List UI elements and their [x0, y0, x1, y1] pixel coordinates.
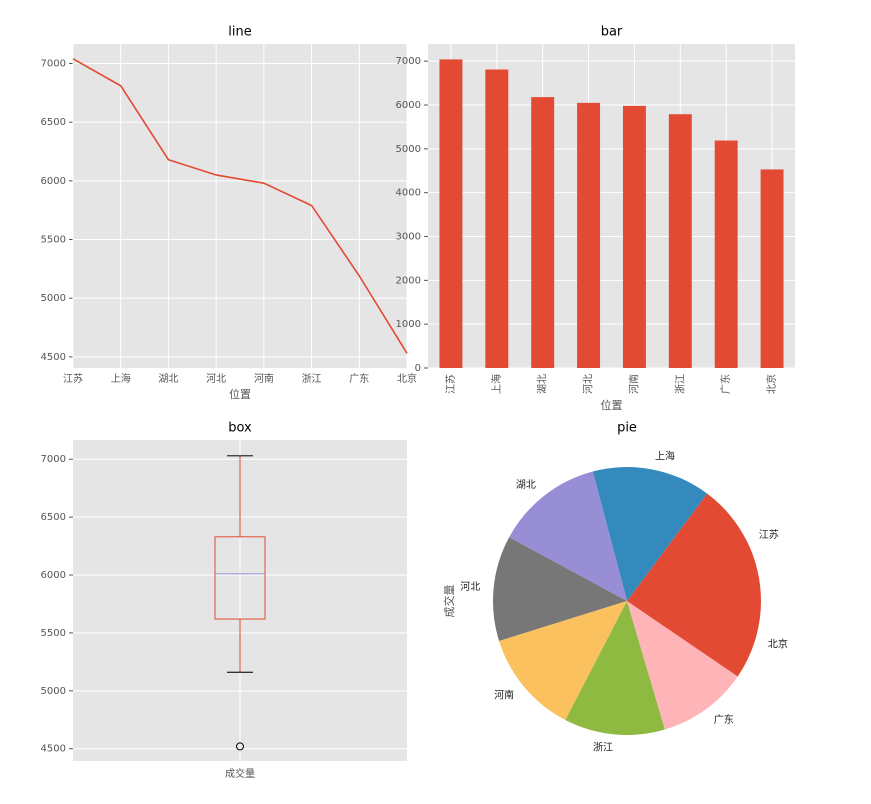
pie-slice — [627, 601, 761, 677]
chart-title: pie — [617, 421, 637, 436]
slice-label: 广东 — [714, 713, 734, 726]
pie-slice — [565, 601, 665, 735]
pie-slice — [499, 601, 627, 720]
bar — [668, 114, 692, 368]
y-tick-label: 6500 — [41, 512, 66, 523]
chart-title: line — [228, 25, 251, 40]
bar — [714, 140, 738, 368]
slice-label: 上海 — [655, 449, 675, 462]
bar — [760, 169, 784, 368]
x-tick-label: 湖北 — [537, 374, 549, 394]
bar — [622, 105, 646, 368]
x-tick-label: 上海 — [111, 372, 131, 385]
y-tick-label: 2000 — [396, 275, 421, 286]
x-tick-label: 北京 — [765, 374, 778, 394]
flier — [236, 742, 244, 751]
slice-label: 浙江 — [593, 742, 613, 754]
y-tick-label: 7000 — [41, 58, 66, 69]
y-tick-label: 5000 — [41, 293, 66, 304]
pie-slice — [493, 537, 627, 642]
slice-label: 湖北 — [516, 479, 536, 491]
x-tick-label: 浙江 — [302, 373, 322, 385]
x-tick-label: 河南 — [627, 374, 640, 394]
x-tick-label: 成交量 — [225, 767, 255, 780]
line — [72, 58, 408, 354]
plot-background — [73, 44, 407, 368]
y-tick-label: 4500 — [41, 744, 66, 755]
bar — [531, 97, 555, 368]
x-tick-label: 江苏 — [63, 372, 83, 385]
pie-slice — [627, 493, 761, 601]
x-tick-label: 河北 — [206, 373, 226, 385]
plot-background — [428, 44, 795, 368]
slice-label: 河北 — [460, 581, 480, 593]
x-tick-label: 河南 — [254, 372, 274, 385]
pie-slice — [592, 467, 708, 601]
y-tick-label: 6000 — [41, 176, 66, 187]
y-tick-label: 6500 — [41, 117, 66, 128]
x-tick-label: 广东 — [719, 374, 732, 394]
x-tick-label: 江苏 — [444, 374, 457, 394]
chart-title: box — [228, 421, 252, 436]
y-tick-label: 6000 — [396, 100, 421, 111]
x-tick-label: 浙江 — [674, 374, 686, 394]
y-tick-label: 1000 — [396, 319, 421, 330]
y-axis-label: 成交量 — [442, 585, 456, 618]
box — [214, 536, 266, 620]
slice-label: 河南 — [494, 689, 514, 702]
y-tick-label: 5500 — [41, 235, 66, 246]
y-tick-label: 0 — [415, 363, 421, 374]
chart-title: bar — [601, 25, 623, 40]
y-tick-label: 3000 — [396, 232, 421, 243]
bar — [439, 59, 463, 369]
y-tick-label: 6000 — [41, 570, 66, 581]
x-tick-label: 上海 — [490, 374, 503, 394]
x-axis-label: 位置 — [229, 387, 251, 401]
y-tick-label: 4000 — [396, 188, 421, 199]
pie-slice — [627, 601, 738, 730]
y-tick-label: 7000 — [396, 56, 421, 67]
x-axis-label: 位置 — [601, 398, 623, 412]
bar — [485, 69, 509, 369]
x-tick-label: 北京 — [397, 372, 417, 385]
y-tick-label: 5500 — [41, 628, 66, 639]
x-tick-label: 湖北 — [158, 373, 178, 385]
pie-slice — [509, 471, 627, 601]
y-tick-label: 5000 — [396, 144, 421, 155]
y-tick-label: 4500 — [41, 352, 66, 363]
y-tick-label: 5000 — [41, 686, 66, 697]
x-tick-label: 广东 — [349, 372, 369, 385]
slice-label: 北京 — [768, 637, 788, 650]
bar — [577, 102, 601, 369]
slice-label: 江苏 — [759, 528, 779, 541]
x-tick-label: 河北 — [583, 374, 595, 394]
y-tick-label: 7000 — [41, 454, 66, 465]
